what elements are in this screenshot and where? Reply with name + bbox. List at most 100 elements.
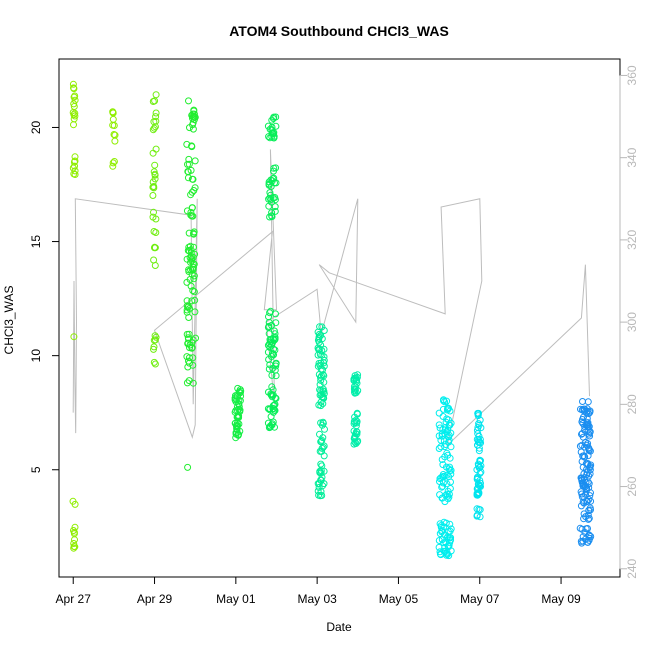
data-point bbox=[446, 467, 454, 475]
data-point bbox=[586, 447, 594, 455]
data-point bbox=[269, 351, 277, 358]
data-point bbox=[268, 209, 276, 217]
data-point bbox=[587, 497, 595, 505]
data-point bbox=[439, 413, 447, 420]
data-point bbox=[272, 122, 280, 130]
data-point bbox=[191, 184, 199, 192]
data-point bbox=[353, 377, 360, 385]
x-tick-label: Apr 27 bbox=[56, 592, 92, 606]
data-point bbox=[579, 482, 587, 490]
data-point bbox=[271, 196, 279, 204]
data-point bbox=[186, 344, 193, 352]
data-point bbox=[436, 520, 444, 528]
data-point bbox=[583, 405, 591, 413]
data-point bbox=[235, 405, 243, 413]
data-point bbox=[272, 372, 280, 380]
data-point bbox=[185, 155, 193, 163]
data-point bbox=[353, 410, 361, 418]
data-point bbox=[476, 506, 484, 514]
data-point bbox=[442, 418, 450, 426]
data-point bbox=[272, 360, 280, 368]
data-point bbox=[184, 463, 192, 471]
data-point bbox=[188, 255, 196, 263]
data-point bbox=[183, 207, 191, 215]
data-point bbox=[446, 520, 454, 528]
data-point bbox=[71, 153, 79, 161]
chart-title: ATOM4 Southbound CHCl3_WAS bbox=[229, 23, 449, 39]
data-point bbox=[441, 424, 449, 431]
data-point bbox=[350, 420, 358, 428]
data-point bbox=[586, 504, 594, 512]
data-point bbox=[266, 125, 274, 133]
data-point bbox=[185, 314, 193, 321]
data-point bbox=[315, 371, 323, 378]
data-point bbox=[477, 462, 485, 470]
data-point bbox=[441, 443, 449, 451]
y-right-tick-label: 260 bbox=[625, 476, 639, 496]
data-point bbox=[151, 97, 159, 105]
data-point bbox=[437, 474, 445, 482]
data-point bbox=[265, 195, 273, 203]
data-point bbox=[445, 543, 453, 551]
data-point bbox=[445, 490, 453, 498]
data-point bbox=[587, 533, 595, 540]
data-point bbox=[320, 467, 328, 475]
x-tick-label: May 07 bbox=[460, 592, 500, 606]
y-right-tick-label: 240 bbox=[625, 558, 639, 578]
data-point bbox=[70, 527, 77, 534]
data-point bbox=[187, 211, 195, 219]
data-point bbox=[188, 212, 196, 220]
data-point bbox=[188, 344, 196, 351]
data-point bbox=[445, 416, 452, 424]
data-point bbox=[583, 471, 591, 479]
data-point bbox=[586, 432, 594, 440]
x-tick-label: May 05 bbox=[379, 592, 419, 606]
data-point bbox=[183, 353, 191, 361]
data-point bbox=[475, 447, 483, 455]
data-point bbox=[109, 162, 117, 170]
data-point bbox=[318, 421, 326, 429]
data-point bbox=[270, 408, 277, 416]
data-point bbox=[151, 262, 159, 269]
y-right-tick-label: 340 bbox=[625, 147, 639, 167]
data-point bbox=[71, 162, 78, 170]
data-point bbox=[581, 453, 589, 461]
data-point bbox=[435, 409, 443, 417]
data-point bbox=[188, 204, 196, 212]
data-point bbox=[183, 302, 191, 310]
data-point bbox=[187, 208, 195, 216]
data-point bbox=[351, 438, 359, 446]
data-point bbox=[580, 452, 588, 460]
data-point bbox=[184, 168, 192, 175]
data-point bbox=[444, 528, 452, 536]
data-point bbox=[188, 270, 196, 278]
data-point bbox=[578, 490, 586, 498]
data-point bbox=[315, 359, 323, 367]
data-point bbox=[266, 422, 274, 430]
data-point bbox=[189, 125, 197, 133]
data-point bbox=[577, 405, 584, 413]
data-point bbox=[151, 244, 158, 252]
data-point bbox=[441, 398, 449, 406]
data-point bbox=[473, 489, 481, 497]
data-point bbox=[187, 191, 195, 199]
data-point bbox=[320, 378, 328, 386]
data-point bbox=[150, 345, 157, 353]
data-point bbox=[185, 303, 192, 311]
data-point bbox=[70, 85, 78, 93]
data-point bbox=[184, 247, 192, 254]
data-point bbox=[445, 552, 453, 560]
data-point bbox=[585, 496, 593, 503]
data-point bbox=[189, 112, 196, 120]
data-point bbox=[583, 421, 591, 429]
y-left-tick-label: 20 bbox=[29, 120, 43, 134]
data-point bbox=[583, 466, 590, 473]
data-point bbox=[316, 467, 324, 475]
data-point bbox=[475, 409, 482, 417]
data-point bbox=[447, 470, 455, 478]
data-point bbox=[271, 203, 279, 211]
data-point bbox=[191, 308, 199, 316]
data-point bbox=[109, 159, 117, 167]
data-point bbox=[270, 401, 278, 409]
data-point bbox=[445, 438, 453, 446]
